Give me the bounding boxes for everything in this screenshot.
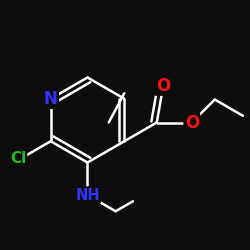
Text: N: N — [44, 90, 58, 108]
Text: Cl: Cl — [10, 151, 26, 166]
Text: O: O — [156, 76, 170, 94]
Text: NH: NH — [75, 188, 100, 202]
Text: O: O — [185, 114, 199, 132]
